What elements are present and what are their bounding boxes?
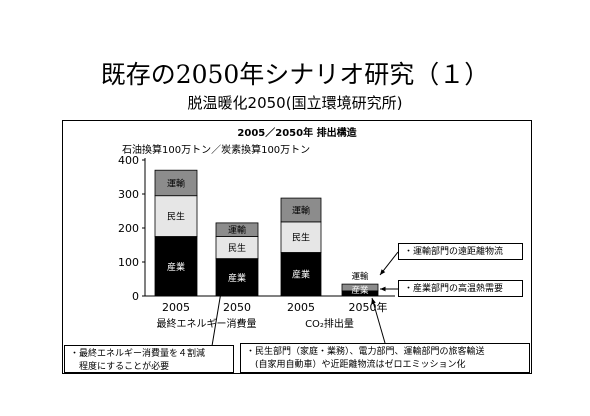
- unit-label: 石油換算100万トン／炭素換算100万トン: [122, 145, 311, 156]
- note-zero-line-1: ・民生部門（家庭・業務）、電力部門、運輸部門の旅客輸送: [246, 347, 485, 357]
- bar-segment-label: 民生: [292, 232, 310, 244]
- annotation-line: [371, 297, 386, 344]
- y-tick-label: 300: [118, 188, 139, 201]
- note-energy-line-1: ・最終エネルギー消費量を４割減: [70, 349, 206, 359]
- chart-title: 2005／2050年 排出構造: [237, 128, 357, 139]
- bar-segment-label: 運輸: [292, 204, 310, 216]
- y-tick-label: 0: [132, 290, 139, 303]
- bar-segment: [154, 236, 198, 297]
- bar-segment-label: 運輸: [167, 177, 185, 189]
- bar-segment-label: 民生: [167, 211, 185, 223]
- note-zero-line-2: (自家用自動車）や近距離物流はゼロエミッション化: [246, 360, 466, 370]
- bar-segment: [280, 197, 322, 223]
- y-tick-label: 400: [118, 154, 139, 167]
- x-tick-label: 2050: [223, 301, 251, 314]
- annotation-arrowhead: [380, 286, 386, 292]
- note-energy-reduction: ・最終エネルギー消費量を４割減 程度にすることが必要: [64, 345, 234, 373]
- bar-segment: [154, 169, 198, 197]
- slide-subtitle: 脱温暖化2050(国立環境研究所): [187, 94, 403, 112]
- bar-segment-label: 運輸: [351, 271, 369, 282]
- slide-title: 既存の2050年シナリオ研究（１）: [100, 60, 490, 89]
- x-tick-label: 2005: [162, 301, 190, 314]
- x-tick-label: 2005: [287, 301, 315, 314]
- x-tick-label: 2050年: [349, 300, 388, 314]
- bar-segment: [341, 283, 379, 292]
- x-group-label: CO₂排出量: [305, 317, 354, 330]
- annotation-arrowhead: [222, 262, 228, 268]
- bar-segment-label: 産業: [351, 285, 369, 296]
- annotation-arrowhead: [371, 298, 376, 304]
- bar-segment: [215, 222, 259, 237]
- y-tick-label: 200: [118, 222, 139, 235]
- y-tick-label: 100: [118, 256, 139, 269]
- bar-segment-label: 民生: [228, 242, 246, 254]
- annotation-line: [211, 261, 227, 347]
- x-group-label: 最終エネルギー消費量: [157, 317, 257, 330]
- bar-segment-label: 運輸: [228, 224, 246, 236]
- note-industry-heat: ・産業部門の高温熱需要: [398, 280, 523, 297]
- note-zero-emission: ・民生部門（家庭・業務）、電力部門、運輸部門の旅客輸送 (自家用自動車）や近距離…: [240, 343, 530, 373]
- note-transport-freight: ・運輸部門の遠距離物流: [398, 243, 523, 260]
- bar-segment-label: 産業: [228, 272, 246, 284]
- bar-segment-label: 産業: [167, 261, 185, 273]
- annotation-arrowhead: [380, 269, 386, 275]
- note-energy-line-2: 程度にすることが必要: [70, 362, 170, 372]
- bar-segment-label: 産業: [292, 269, 310, 281]
